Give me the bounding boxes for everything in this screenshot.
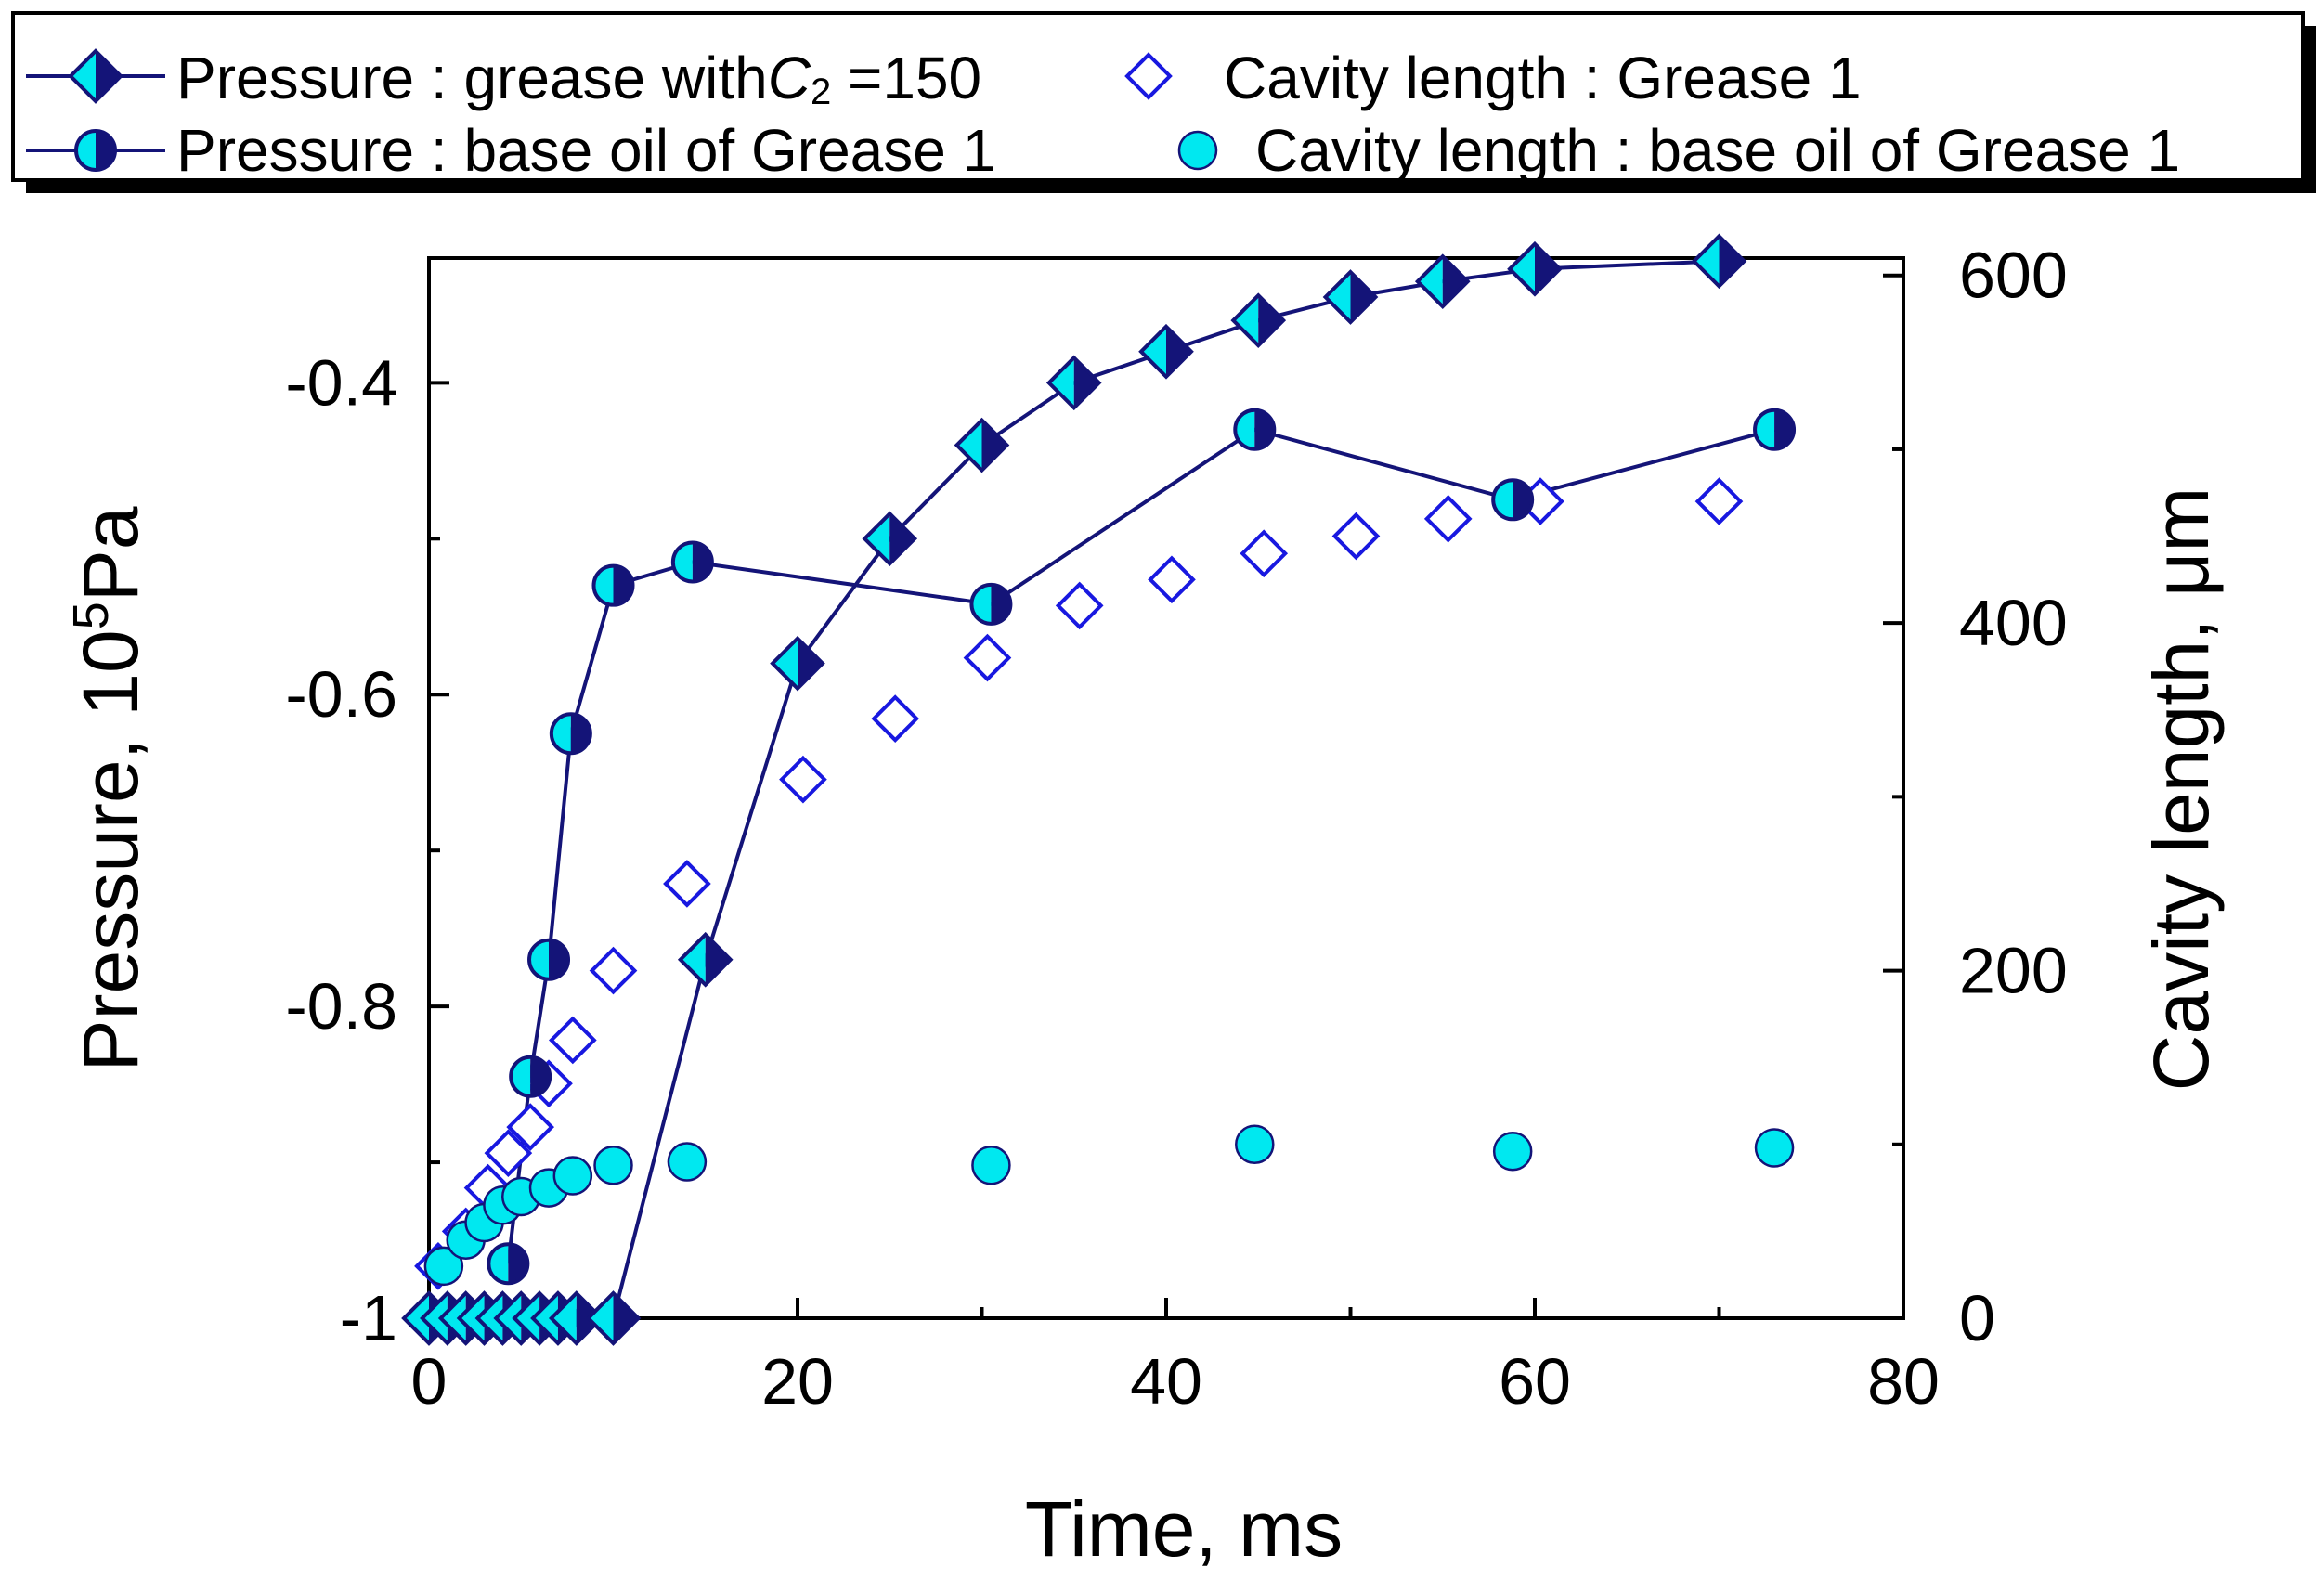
- data-point-baseoil-pressure: [1491, 478, 1535, 522]
- data-point-grease-pressure: [770, 635, 825, 692]
- y-left-tick-label: -1: [340, 1282, 397, 1354]
- data-point-grease-pressure: [1507, 240, 1563, 297]
- data-point-grease-cavity: [484, 1129, 533, 1177]
- data-point-baseoil-pressure: [969, 582, 1013, 626]
- y-left-tick-label: -0.8: [285, 970, 397, 1043]
- series-markers: [401, 233, 1797, 1346]
- data-point-grease-cavity: [779, 755, 827, 804]
- data-point-grease-pressure: [862, 511, 918, 567]
- legend-marker-baseoil-pressure: [74, 129, 117, 172]
- data-point-grease-cavity: [663, 860, 711, 908]
- data-point-baseoil-cavity: [667, 1142, 708, 1182]
- data-point-grease-pressure: [1230, 292, 1287, 349]
- legend-label-baseoil-cavity: Cavity length : base oil of Grease 1: [1255, 117, 2180, 184]
- x-tick-label: 60: [1499, 1345, 1571, 1418]
- x-axis-title: Time, ms: [1025, 1485, 1343, 1573]
- legend-label-grease-pressure: Pressure : grease withC2 =150: [176, 45, 981, 112]
- legend-marker-grease-cavity: [1124, 52, 1173, 100]
- legend-swatch-marker-grease-pressure: [68, 48, 123, 104]
- data-point-baseoil-pressure: [487, 1242, 530, 1286]
- data-point-baseoil-cavity: [1754, 1128, 1795, 1168]
- x-axis: 0 20 40 60 80: [411, 1298, 1940, 1418]
- data-point-grease-cavity: [1423, 494, 1473, 543]
- data-point-baseoil-cavity: [1235, 1124, 1275, 1165]
- x-tick-label: 40: [1130, 1345, 1202, 1418]
- data-point-baseoil-pressure: [591, 563, 635, 607]
- legend-marker-baseoil-cavity: [1177, 130, 1218, 171]
- data-point-grease-pressure: [677, 931, 734, 988]
- data-point-grease-pressure: [1045, 355, 1102, 411]
- data-point-grease-cavity: [1055, 581, 1104, 630]
- legend-swatch-marker-grease-cavity: [1124, 52, 1173, 100]
- data-point-grease-pressure: [1138, 323, 1194, 380]
- data-point-grease-cavity: [963, 633, 1012, 682]
- data-point-baseoil-cavity: [1492, 1132, 1533, 1172]
- series-line-baseoil-pressure: [506, 427, 1775, 1264]
- y-axis-left-title: Pressure, 105Pa: [63, 506, 154, 1071]
- data-point-baseoil-cavity: [552, 1156, 593, 1196]
- y-right-tick-label: 600: [1959, 240, 2068, 312]
- y-axis-right-title: Cavity length, μm: [2137, 487, 2225, 1092]
- legend-swatch-marker-baseoil-cavity: [1177, 130, 1218, 171]
- legend-marker-grease-pressure: [68, 48, 123, 104]
- data-point-baseoil-pressure: [1233, 408, 1277, 451]
- legend-box: [11, 11, 2305, 182]
- data-point-baseoil-cavity: [423, 1246, 464, 1287]
- legend: Pressure : grease withC2 =150 Cavity len…: [11, 11, 2316, 193]
- data-point-grease-cavity: [1148, 555, 1196, 604]
- plot-frame: [427, 256, 1905, 1320]
- data-point-grease-cavity: [871, 694, 920, 743]
- data-point-grease-cavity: [549, 1016, 597, 1065]
- y-right-tick-label: 200: [1959, 935, 2068, 1007]
- data-point-baseoil-pressure: [509, 1055, 552, 1098]
- y-right-tick-label: 0: [1959, 1282, 1995, 1354]
- y-left-tick-label: -0.6: [285, 658, 397, 731]
- data-point-grease-cavity: [506, 1103, 555, 1151]
- data-point-grease-cavity: [1331, 512, 1381, 561]
- data-point-grease-cavity: [589, 946, 638, 995]
- data-point-baseoil-pressure: [527, 938, 571, 981]
- data-point-baseoil-pressure: [1753, 408, 1797, 451]
- x-tick-label: 0: [411, 1345, 448, 1418]
- x-tick-label: 20: [761, 1345, 834, 1418]
- data-point-grease-cavity: [1694, 477, 1744, 525]
- plot-area: 0 20 40 60 80 -1 -0.8 -0.6 -0.4 0 200 400 600: [285, 233, 2068, 1418]
- data-point-grease-pressure: [585, 1290, 642, 1346]
- data-point-baseoil-cavity: [593, 1146, 633, 1185]
- x-tick-label: 80: [1867, 1345, 1940, 1418]
- data-point-grease-pressure: [954, 417, 1010, 473]
- legend-label-baseoil-pressure: Pressure : base oil of Grease 1: [176, 117, 995, 184]
- legend-swatch-marker-baseoil-pressure: [74, 129, 117, 172]
- data-point-baseoil-pressure: [670, 540, 714, 584]
- y-axis-left: -1 -0.8 -0.6 -0.4: [285, 346, 449, 1354]
- y-left-tick-label: -0.4: [285, 346, 397, 419]
- data-point-grease-pressure: [1691, 233, 1747, 290]
- data-point-baseoil-pressure: [549, 712, 592, 756]
- data-point-grease-cavity: [1240, 529, 1289, 578]
- data-point-grease-pressure: [1414, 253, 1471, 310]
- data-point-baseoil-cavity: [971, 1146, 1011, 1185]
- data-point-grease-pressure: [1322, 269, 1379, 325]
- legend-label-grease-cavity: Cavity length : Grease 1: [1224, 45, 1862, 111]
- y-right-tick-label: 400: [1959, 587, 2068, 659]
- y-axis-right: 0 200 400 600: [1883, 240, 2068, 1354]
